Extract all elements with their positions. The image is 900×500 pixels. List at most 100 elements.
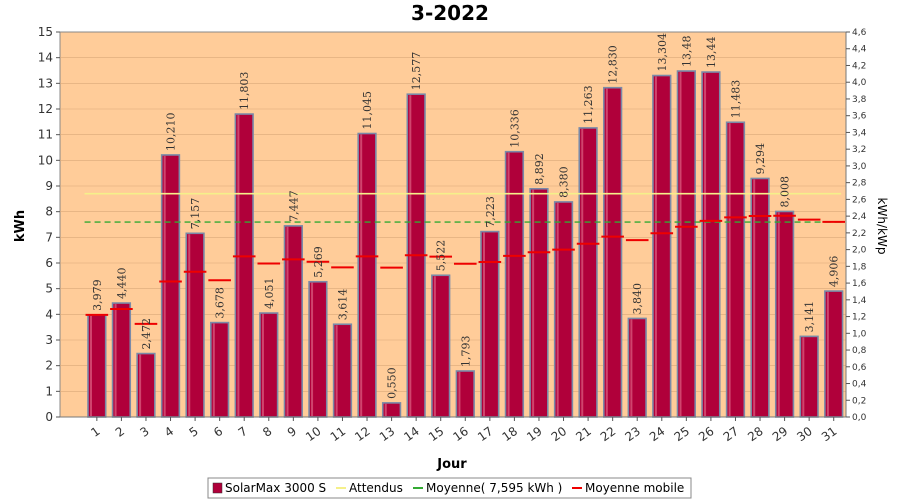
x-tick-label: 14 xyxy=(401,424,422,444)
legend: SolarMax 3000 S Attendus Moyenne( 7,595 … xyxy=(207,477,692,499)
data-label: 5,522 xyxy=(435,240,448,272)
x-tick-label: 7 xyxy=(236,424,250,440)
y-tick-label: 12 xyxy=(38,102,53,116)
data-label: 12,577 xyxy=(410,52,423,91)
bar-highlight xyxy=(139,354,142,416)
x-tick-label: 26 xyxy=(696,424,717,444)
bar-highlight xyxy=(433,276,436,416)
y-right-tick-label: 4,2 xyxy=(852,61,866,71)
bar-highlight xyxy=(335,325,338,416)
y-tick-label: 0 xyxy=(45,410,53,424)
x-tick-label: 5 xyxy=(187,424,201,440)
y-tick-label: 11 xyxy=(38,128,53,142)
y-axis-label: kWh xyxy=(13,210,28,242)
x-tick-label: 30 xyxy=(794,424,815,444)
x-tick-label: 21 xyxy=(573,424,594,444)
y-right-tick-label: 1,4 xyxy=(852,296,867,306)
legend-label-attendus: Attendus xyxy=(349,481,403,495)
y-right-tick-label: 2,8 xyxy=(852,179,867,189)
legend-label-moyenne: Moyenne( 7,595 kWh ) xyxy=(426,481,562,495)
bar-highlight xyxy=(605,88,608,417)
y-right-tick-label: 2,2 xyxy=(852,229,866,239)
bar-highlight xyxy=(360,134,363,417)
data-label: 5,269 xyxy=(312,246,325,278)
y-right-tick-label: 1,8 xyxy=(852,262,867,272)
bar-highlight xyxy=(728,123,731,417)
y-tick-label: 4 xyxy=(45,307,53,321)
x-tick-label: 12 xyxy=(352,424,373,444)
y-right-tick-label: 4,4 xyxy=(852,45,867,55)
data-label: 11,045 xyxy=(361,91,374,130)
y-tick-label: 6 xyxy=(45,256,53,270)
x-tick-label: 10 xyxy=(303,424,324,444)
data-label: 7,157 xyxy=(189,198,202,230)
data-label: 3,678 xyxy=(214,287,227,319)
x-tick-label: 29 xyxy=(770,424,791,444)
data-label: 3,840 xyxy=(631,283,644,315)
data-label: 13,48 xyxy=(680,36,693,68)
legend-label-mobile: Moyenne mobile xyxy=(585,481,684,495)
data-label: 4,051 xyxy=(263,278,276,310)
x-tick-label: 6 xyxy=(211,424,225,440)
y-right-tick-label: 2,4 xyxy=(852,212,867,222)
y-right-tick-label: 0,0 xyxy=(852,413,867,423)
data-label: 3,614 xyxy=(336,289,349,321)
bar-highlight xyxy=(532,189,535,416)
x-tick-label: 16 xyxy=(450,424,471,444)
y-right-tick-label: 3,6 xyxy=(852,112,867,122)
y-right-tick-label: 1,0 xyxy=(852,329,867,339)
legend-label-bar: SolarMax 3000 S xyxy=(225,481,326,495)
data-label: 7,447 xyxy=(287,190,300,222)
y-tick-label: 2 xyxy=(45,359,53,373)
x-tick-label: 2 xyxy=(113,424,127,440)
y-tick-label: 7 xyxy=(45,230,53,244)
data-labels: 3,979 4,440 2,472 10,210 7,157 3,678 11,803 4,0… xyxy=(91,33,841,399)
x-tick-label: 11 xyxy=(328,424,349,444)
y-tick-label: 9 xyxy=(45,179,53,193)
x-axis: 1 2 3 4 5 6 7 8 9 10 11 12 13 14 15 16 17 18 19 20 21 22 23 24 2… xyxy=(60,416,846,444)
chart-title: 3-2022 xyxy=(411,1,489,25)
bar-highlight xyxy=(188,234,191,416)
legend-box xyxy=(207,477,692,499)
bar-highlight xyxy=(507,152,510,416)
y-tick-label: 14 xyxy=(38,51,53,65)
data-label: 13,304 xyxy=(656,33,669,72)
bar-highlight xyxy=(679,72,682,416)
y-right-tick-label: 0,8 xyxy=(852,346,867,356)
bar-highlight xyxy=(802,337,805,416)
x-tick-label: 23 xyxy=(622,424,643,444)
bar-highlight xyxy=(114,304,117,416)
bar-highlight xyxy=(458,371,461,416)
x-tick-label: 31 xyxy=(819,424,840,444)
data-label: 3,979 xyxy=(91,279,104,311)
y-right-tick-label: 3,2 xyxy=(852,145,866,155)
x-tick-label: 24 xyxy=(647,424,668,444)
y-right-tick-label: 3,8 xyxy=(852,95,867,105)
data-label: 10,336 xyxy=(508,109,521,148)
y-tick-label: 3 xyxy=(45,333,53,347)
data-label: 4,440 xyxy=(115,268,128,300)
data-label: 2,472 xyxy=(140,318,153,350)
y-right-tick-label: 4,6 xyxy=(852,28,867,38)
y-tick-label: 8 xyxy=(45,205,53,219)
bar-highlight xyxy=(163,155,166,416)
x-tick-label: 18 xyxy=(500,424,521,444)
moving-average xyxy=(85,214,846,325)
bar-highlight xyxy=(311,282,314,416)
bar-highlight xyxy=(654,76,657,416)
y-right-tick-label: 3,4 xyxy=(852,128,867,138)
y-tick-label: 15 xyxy=(38,25,53,39)
data-label: 11,263 xyxy=(582,85,595,124)
data-label: 8,008 xyxy=(779,176,792,208)
bar-highlight xyxy=(753,179,756,416)
y-right-tick-label: 2,0 xyxy=(852,246,867,256)
legend-swatch-bar xyxy=(212,482,223,494)
y-axis-right: 0,0 0,2 0,4 0,6 0,8 1,0 1,2 1,4 1,6 1,8 2,0 2,2 2,4 2… xyxy=(845,28,867,423)
x-tick-label: 9 xyxy=(285,424,299,440)
bar-highlight xyxy=(826,292,829,416)
x-tick-label: 25 xyxy=(672,424,693,444)
y-tick-label: 1 xyxy=(45,384,53,398)
data-label: 0,550 xyxy=(386,367,399,399)
